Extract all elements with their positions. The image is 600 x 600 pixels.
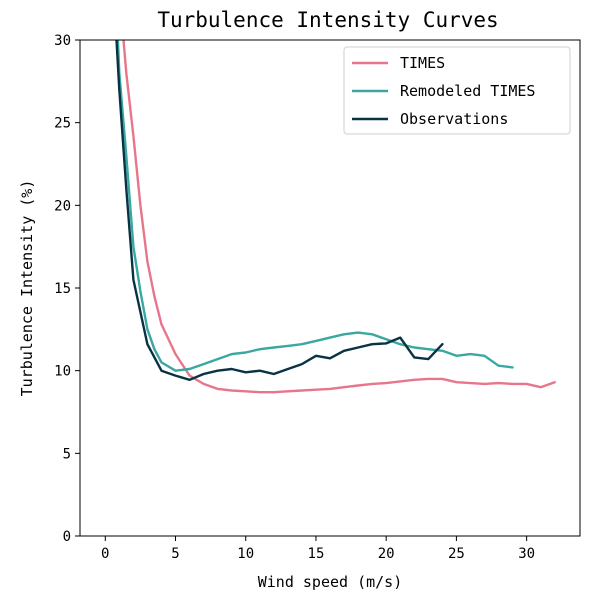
legend-label: Remodeled TIMES bbox=[400, 82, 535, 100]
y-tick-label: 15 bbox=[54, 281, 71, 297]
series-layer bbox=[115, 40, 556, 394]
y-tick-label: 25 bbox=[54, 116, 71, 132]
x-tick-label: 5 bbox=[171, 546, 179, 562]
y-tick-label: 5 bbox=[63, 446, 71, 462]
legend-label: TIMES bbox=[400, 54, 445, 72]
legend-label: Observations bbox=[400, 110, 508, 128]
legend-box bbox=[343, 46, 571, 135]
series-line-0 bbox=[122, 40, 556, 394]
x-tick-label: 25 bbox=[448, 546, 465, 562]
y-tick-label: 20 bbox=[54, 198, 71, 214]
x-tick-label: 30 bbox=[518, 546, 535, 562]
y-tick-label: 30 bbox=[54, 33, 71, 49]
y-axis-title: Turbulence Intensity (%) bbox=[18, 180, 36, 397]
legend: TIMES Remodeled TIMES Observations bbox=[343, 46, 571, 135]
x-tick-label: 0 bbox=[101, 546, 109, 562]
x-tick-label: 15 bbox=[308, 546, 325, 562]
chart-title: Turbulence Intensity Curves bbox=[157, 8, 498, 32]
y-tick-label: 10 bbox=[54, 364, 71, 380]
x-axis-title: Wind speed (m/s) bbox=[258, 573, 403, 591]
series-line-2 bbox=[115, 40, 444, 381]
x-tick-label: 20 bbox=[378, 546, 395, 562]
y-axis: 0 5 10 15 20 25 30 bbox=[54, 33, 80, 545]
y-tick-label: 0 bbox=[63, 529, 71, 545]
x-axis: 0 5 10 15 20 25 30 bbox=[101, 536, 535, 562]
x-tick-label: 10 bbox=[237, 546, 254, 562]
